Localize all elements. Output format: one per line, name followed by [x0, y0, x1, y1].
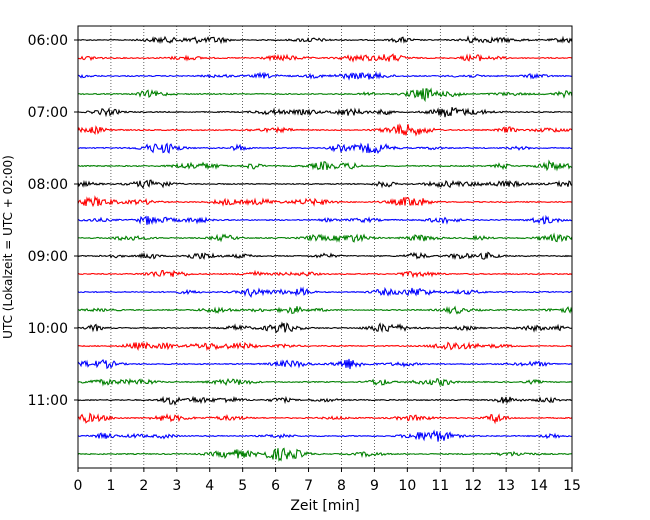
x-tick-label: 12: [464, 478, 482, 494]
plot-frame: [77, 25, 573, 469]
trace-0630: [77, 71, 573, 81]
y-tick-label: 09:00: [28, 249, 68, 265]
x-tick-label: 13: [497, 478, 515, 494]
trace-0800: [77, 179, 573, 189]
trace-1000: [77, 321, 573, 334]
y-axis: 06:00 07:00 08:00 09:00 10:00 11:00: [28, 33, 78, 409]
y-tick-label: 06:00: [28, 33, 68, 49]
x-tick-label: 2: [139, 478, 148, 494]
y-tick-label: 10:00: [28, 321, 68, 337]
x-axis: 0 1 2 3 4 5 6 7 8 9 10 11 12 13 14 15: [74, 468, 581, 494]
trace-0915: [77, 269, 573, 279]
x-tick-label: 8: [337, 478, 346, 494]
x-axis-label: Zeit [min]: [290, 498, 359, 514]
y-tick-label: 11:00: [28, 393, 68, 409]
x-tick-label: 6: [271, 478, 280, 494]
trace-1015: [77, 341, 573, 351]
x-tick-label: 7: [304, 478, 313, 494]
x-tick-label: 9: [370, 478, 379, 494]
trace-0615: [77, 53, 573, 63]
trace-1145: [77, 447, 573, 462]
trace-0900: [77, 251, 573, 261]
y-tick-label: 08:00: [28, 177, 68, 193]
x-tick-label: 15: [563, 478, 581, 494]
trace-1100: [77, 395, 573, 406]
trace-0715: [77, 123, 573, 137]
trace-0645: [77, 87, 573, 103]
trace-1045: [77, 377, 573, 387]
trace-0830: [77, 214, 573, 226]
x-tick-label: 4: [205, 478, 214, 494]
x-tick-label: 5: [238, 478, 247, 494]
trace-0930: [77, 286, 573, 298]
trace-0700: [77, 106, 573, 118]
trace-0815: [77, 195, 573, 208]
trace-0730: [77, 142, 573, 155]
trace-0745: [77, 159, 573, 172]
trace-0945: [77, 305, 573, 315]
trace-0845: [77, 232, 573, 243]
x-tick-label: 3: [172, 478, 181, 494]
x-tick-label: 11: [431, 478, 449, 494]
y-tick-label: 07:00: [28, 105, 68, 121]
y-axis-label: UTC (Lokalzeit = UTC + 02:00): [1, 155, 15, 339]
x-tick-label: 14: [530, 478, 548, 494]
x-tick-label: 1: [106, 478, 115, 494]
trace-1030: [77, 358, 573, 370]
trace-1115: [77, 412, 573, 425]
trace-1130: [77, 429, 573, 442]
x-tick-label: 0: [74, 478, 83, 494]
seismic-traces: [77, 35, 573, 462]
x-tick-label: 10: [398, 478, 416, 494]
trace-0600: [77, 35, 573, 45]
